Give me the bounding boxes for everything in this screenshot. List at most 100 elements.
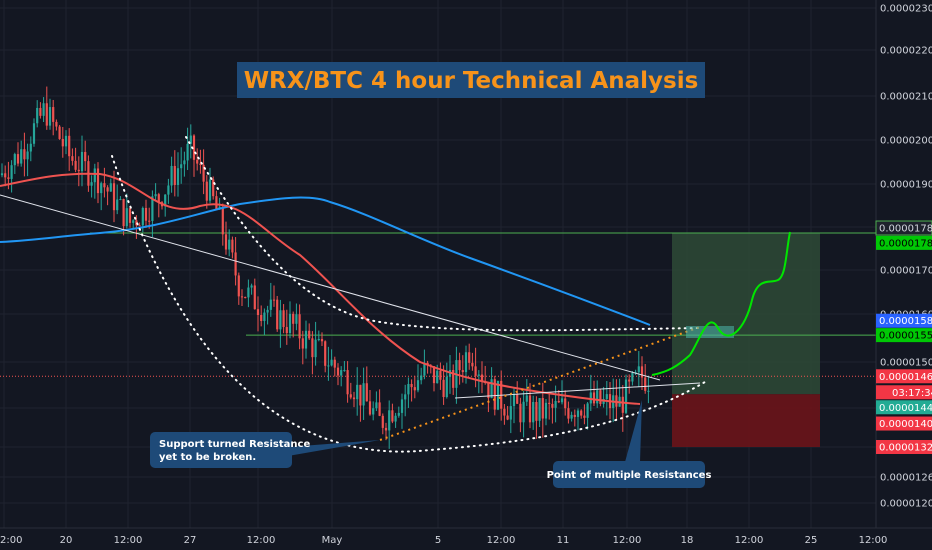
candle-body-37 xyxy=(119,198,122,200)
candle-body-176 xyxy=(564,398,567,409)
trendline-down xyxy=(0,194,661,381)
candle-body-104 xyxy=(333,359,336,368)
candle-body-33 xyxy=(106,187,109,192)
candle-body-72 xyxy=(231,239,234,253)
resistance-highlight xyxy=(686,326,734,338)
candle-body-131 xyxy=(420,375,423,381)
price-badge-label-7: 0.00001401 xyxy=(879,419,932,430)
candle-body-54 xyxy=(173,165,176,185)
candle-body-58 xyxy=(186,143,189,161)
candle-body-128 xyxy=(410,383,413,388)
candle-body-173 xyxy=(554,400,557,408)
candle-body-174 xyxy=(557,400,560,403)
candle-body-162 xyxy=(519,403,522,423)
price-badges: 0.00001786 0.00001784 0.00001586 0.00001556… xyxy=(875,220,932,454)
candle-body-36 xyxy=(116,199,119,211)
candle-body-165 xyxy=(528,395,532,423)
candle-body-116 xyxy=(372,408,375,415)
candle-body-63 xyxy=(202,164,205,182)
price-badge-2: 0.00001586 xyxy=(876,313,932,328)
candle-body-83 xyxy=(266,309,269,313)
candle-body-1 xyxy=(4,173,7,178)
price-badge-6: 0.00001449 xyxy=(876,400,932,415)
price-badge-bg-7 xyxy=(876,416,932,431)
candle-body-160 xyxy=(512,394,516,407)
annotation-support-line1: Support turned Resistance xyxy=(159,439,310,450)
x-tick-4: 12:00 xyxy=(247,535,276,546)
candle-body-29 xyxy=(93,168,96,183)
x-tick-6: 5 xyxy=(435,535,441,546)
price-badge-0: 0.00001786 xyxy=(875,220,932,236)
candle-body-90 xyxy=(288,313,292,333)
candle-body-62 xyxy=(199,163,202,165)
price-badge-8: 0.00001320 xyxy=(876,440,932,454)
candle-body-75 xyxy=(240,296,244,298)
candle-body-42 xyxy=(135,220,138,226)
target-zone xyxy=(672,233,820,395)
candle-body-127 xyxy=(407,383,410,395)
candle-body-24 xyxy=(77,169,80,172)
candle-body-67 xyxy=(215,196,218,210)
candle-body-76 xyxy=(244,297,247,299)
x-tick-11: 12:00 xyxy=(735,535,764,546)
candle-body-65 xyxy=(208,179,212,201)
price-badge-5: 03:17:34 xyxy=(876,385,932,400)
candle-body-108 xyxy=(346,370,349,395)
candle-body-12 xyxy=(39,107,42,116)
price-badge-label-1: 0.00001784 xyxy=(879,238,932,249)
candle-body-74 xyxy=(237,275,240,297)
candle-body-10 xyxy=(32,123,36,144)
candle-body-16 xyxy=(52,107,55,122)
candle-body-103 xyxy=(330,359,333,366)
price-badge-label-2: 0.00001586 xyxy=(879,316,932,327)
candle-body-136 xyxy=(436,370,439,384)
orange-support-line xyxy=(379,326,701,441)
candle-body-4 xyxy=(13,154,16,166)
price-badge-bg-4 xyxy=(876,369,932,384)
candle-body-169 xyxy=(541,398,544,419)
candle-body-80 xyxy=(256,309,260,316)
candle-body-150 xyxy=(480,374,484,382)
candle-body-69 xyxy=(221,206,224,235)
candle-body-149 xyxy=(477,374,480,376)
candle-body-70 xyxy=(224,234,228,250)
candle-body-139 xyxy=(445,376,448,398)
title-background xyxy=(237,62,705,98)
candle-body-22 xyxy=(71,156,74,161)
candle-body-41 xyxy=(132,220,135,223)
x-tick-8: 11 xyxy=(557,535,570,546)
candle-body-184 xyxy=(589,392,592,404)
candle-body-166 xyxy=(532,401,535,423)
x-tick-13: 12:00 xyxy=(859,535,888,546)
candle-body-23 xyxy=(74,160,77,170)
x-tick-3: 27 xyxy=(184,535,197,546)
candle-body-161 xyxy=(516,394,519,404)
candle-body-34 xyxy=(109,183,112,192)
candle-body-60 xyxy=(192,135,196,160)
annotation-support-pointer xyxy=(288,440,380,456)
candle-body-107 xyxy=(343,370,346,372)
candle-body-111 xyxy=(356,384,359,400)
candle-body-202 xyxy=(647,390,650,392)
candle-body-158 xyxy=(506,415,509,420)
x-tick-10: 18 xyxy=(681,535,694,546)
candle-body-96 xyxy=(308,330,311,339)
price-badge-label-3: 0.00001556 xyxy=(879,331,932,342)
candle-body-46 xyxy=(148,220,151,222)
annotation-support-box xyxy=(150,432,292,468)
candle-body-98 xyxy=(314,339,317,358)
candle-body-153 xyxy=(490,379,493,399)
candle-body-95 xyxy=(304,330,308,349)
candle-body-130 xyxy=(416,380,420,391)
candle-body-78 xyxy=(250,285,253,288)
candle-body-194 xyxy=(621,396,624,413)
